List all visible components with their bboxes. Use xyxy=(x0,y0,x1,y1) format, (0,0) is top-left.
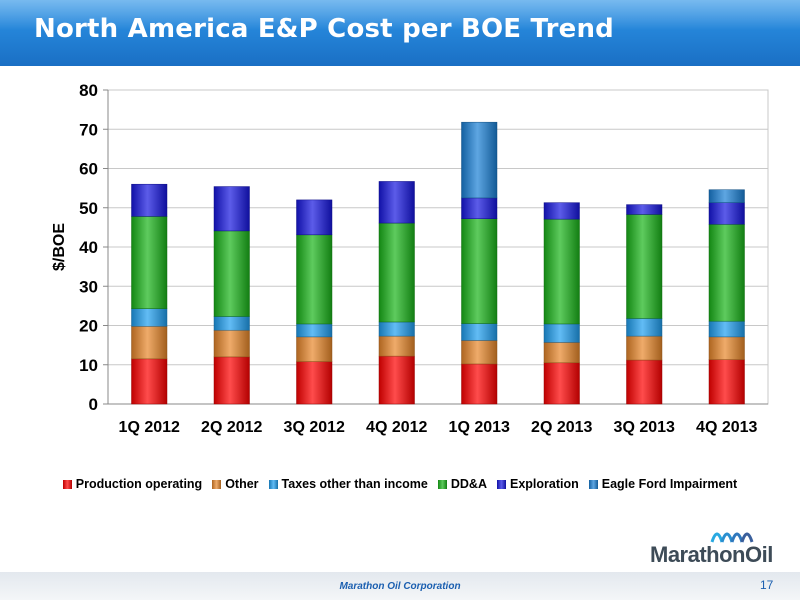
chart-legend: Production operating Other Taxes other tha… xyxy=(0,474,800,494)
bar-segment xyxy=(626,335,663,361)
legend-label: Exploration xyxy=(509,477,579,491)
bar-segment xyxy=(461,340,498,365)
legend-item: Other xyxy=(212,477,259,491)
legend-swatch xyxy=(437,479,447,489)
marathon-oil-logo: MarathonOil xyxy=(650,526,790,576)
bar-segment xyxy=(461,197,498,219)
legend-label: Production operating xyxy=(75,477,203,491)
bar-segment xyxy=(461,363,498,405)
bar-segment xyxy=(131,358,168,405)
bar-segment xyxy=(378,181,415,224)
bar-segment xyxy=(708,359,745,405)
bar-segment xyxy=(378,335,415,357)
x-tick-label: 4Q 2012 xyxy=(366,419,427,436)
bar-segment xyxy=(626,204,663,215)
bar-segment xyxy=(296,336,333,362)
y-tick-label: 10 xyxy=(79,356,98,375)
bar-segment xyxy=(213,329,250,358)
x-tick-label: 1Q 2012 xyxy=(119,419,180,436)
y-tick-label: 40 xyxy=(79,238,98,257)
legend-label: Other xyxy=(225,477,259,491)
legend-swatch xyxy=(62,479,72,489)
legend-item: Exploration xyxy=(496,477,579,491)
bar-segment xyxy=(131,183,168,217)
bar-segment xyxy=(708,336,745,360)
bar-segment xyxy=(543,342,580,364)
bar-segment xyxy=(213,316,250,331)
bar-segment xyxy=(378,321,415,337)
bar-segment xyxy=(461,218,498,324)
bar-segment xyxy=(708,320,745,338)
x-tick-label: 2Q 2013 xyxy=(531,419,592,436)
legend-label: Eagle Ford Impairment xyxy=(601,477,738,491)
y-tick-label: 20 xyxy=(79,317,98,336)
page-number: 17 xyxy=(760,578,774,592)
legend-swatch xyxy=(268,479,278,489)
title-bar-sheen xyxy=(0,0,800,30)
bar-segment xyxy=(626,214,663,319)
marathon-oil-logo-mark-icon xyxy=(710,532,754,543)
footer-company: Marathon Oil Corporation xyxy=(339,581,461,592)
y-tick-label: 50 xyxy=(79,199,98,218)
bar-segment xyxy=(626,359,663,405)
y-axis-label: $/BOE xyxy=(51,223,68,271)
bar-segment xyxy=(543,202,580,220)
legend-item: Taxes other than income xyxy=(268,477,428,491)
legend-swatch xyxy=(212,479,222,489)
bar-segment xyxy=(543,323,580,343)
cost-per-boe-chart: 0 10 20 30 40 50 60 70 80 $/BOE 1Q 2012 2Q 2012 3Q 2… xyxy=(51,81,769,436)
bar-segment xyxy=(131,308,168,327)
x-tick-label: 3Q 2012 xyxy=(284,419,345,436)
legend-label: DD&A xyxy=(450,477,487,491)
legend-label: Taxes other than income xyxy=(281,477,428,491)
bar-segment xyxy=(543,362,580,405)
bar-segment xyxy=(296,199,333,236)
bar-segment xyxy=(378,355,415,405)
bar-segment xyxy=(131,216,168,309)
bar-segment xyxy=(708,223,745,322)
x-tick-label: 2Q 2012 xyxy=(201,419,262,436)
legend-item: Eagle Ford Impairment xyxy=(588,477,738,491)
bar-segment xyxy=(213,230,250,317)
bar-segment xyxy=(296,361,333,405)
bar-segment xyxy=(213,186,250,232)
bar-segment xyxy=(296,323,333,338)
x-tick-label: 4Q 2013 xyxy=(696,419,757,436)
y-tick-label: 30 xyxy=(79,277,98,296)
bar-segment xyxy=(378,222,415,323)
y-tick-label: 0 xyxy=(89,395,98,414)
bar-segment xyxy=(708,202,745,225)
y-tick-label: 80 xyxy=(79,81,98,100)
legend-swatch xyxy=(496,479,506,489)
bar-segment xyxy=(626,318,663,337)
y-tick-label: 70 xyxy=(79,120,98,139)
bar-segment xyxy=(461,323,498,341)
x-tick-label: 1Q 2013 xyxy=(449,419,510,436)
legend-swatch xyxy=(588,479,598,489)
title-bar: North America E&P Cost per BOE Trend xyxy=(0,0,800,66)
y-tick-label: 60 xyxy=(79,160,98,179)
bar-segment xyxy=(543,218,580,325)
bar-segment xyxy=(296,234,333,325)
legend-item: DD&A xyxy=(437,477,487,491)
bar-segment xyxy=(131,326,168,360)
bar-segment xyxy=(461,121,498,199)
page-title: North America E&P Cost per BOE Trend xyxy=(34,14,614,44)
x-tick-label: 3Q 2013 xyxy=(614,419,675,436)
bar-segment xyxy=(213,356,250,405)
logo-text: MarathonOil xyxy=(650,542,773,567)
legend-item: Production operating xyxy=(62,477,203,491)
bar-segment xyxy=(708,189,745,203)
footer-band xyxy=(0,572,800,600)
